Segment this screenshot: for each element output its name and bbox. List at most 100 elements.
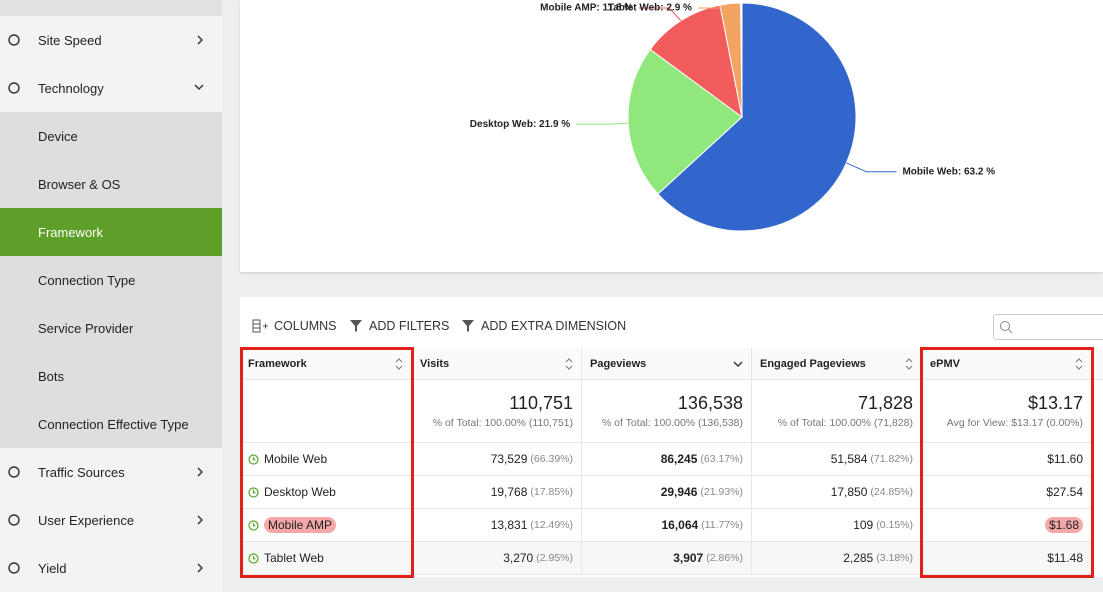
column-header[interactable]: ePMV [922,348,1092,380]
totals-cell: 71,828 % of Total: 100.00% (71,828) [752,380,922,443]
sidebar-item[interactable]: Browser & OS [0,160,222,208]
sidebar-item[interactable]: Connection Effective Type [0,400,222,448]
metric-pct: (2.95%) [536,552,573,564]
total-note: Avg for View: $13.17 (0.00%) [946,417,1083,429]
clock-icon [248,552,259,564]
header-label: Framework [248,357,307,370]
metric-cell: 51,584 (71.82%) [752,443,922,476]
metric-value: 2,285 [843,551,874,565]
total-value: 71,828 [857,393,913,413]
metric-value: 86,245 [660,452,698,466]
columns-button[interactable]: COLUMNS [252,319,337,333]
metric-cell: 13,831 (12.49%) [412,509,582,542]
sidebar-item[interactable]: Traffic Sources [0,448,222,496]
sidebar-item[interactable]: Bots [0,352,222,400]
header-label: Visits [420,357,450,370]
highlight-box [240,347,414,578]
sidebar-item[interactable]: Yield [0,544,222,592]
sidebar-label: Yield [38,560,67,576]
metric-pct: (66.39%) [530,453,573,465]
metric-value: 3,907 [673,551,704,565]
dimension-button[interactable]: ADD EXTRA DIMENSION [461,319,626,333]
filters-button[interactable]: ADD FILTERS [349,319,449,333]
clock-icon [248,486,259,498]
sidebar-label: Connection Type [38,272,136,288]
sidebar-label: Framework [38,224,104,240]
row-label: Mobile Web [264,452,328,466]
column-header[interactable]: Visits [412,348,582,380]
metric-pct: (12.49%) [530,519,573,531]
row-name: Mobile AMP [240,509,412,542]
header-label: Engaged Pageviews [760,357,866,370]
sidebar-label: Traffic Sources [38,464,125,480]
sidebar-label: Browser & OS [38,176,121,192]
sidebar-item[interactable]: Service Provider [0,304,222,352]
sidebar-label: Bots [38,368,65,384]
slice-label: Tablet Web: 2.9 % [608,3,692,14]
column-header[interactable]: Pageviews [582,348,752,380]
sort-icon [565,358,573,370]
total-value: 110,751 [509,393,573,413]
chevron [197,563,203,573]
metric-cell: 86,245 (63.17%) [582,443,752,476]
metric-value: 51,584 [830,452,868,466]
epmv-value: $27.54 [1046,485,1083,499]
columns-label: COLUMNS [274,319,337,333]
sidebar-item[interactable]: Framework [0,208,222,256]
sidebar-label: Technology [38,80,104,96]
leader-line [576,122,629,125]
totals-cell: 110,751 % of Total: 100.00% (110,751) [412,380,582,443]
metric-value: 109 [853,518,874,532]
column-header [1092,348,1103,380]
sidebar-item[interactable]: Device [0,112,222,160]
search-box[interactable] [993,314,1103,340]
sidebar-item[interactable]: Connection Type [0,256,222,304]
sidebar-item[interactable]: User Experience [0,496,222,544]
table-card [240,297,1103,577]
metric-value: 3,270 [503,551,534,565]
metric-value: 73,529 [490,452,528,466]
header-label: ePMV [930,357,960,370]
metric-cell: 17,850 (24.85%) [752,476,922,509]
row-label: Desktop Web [264,485,336,499]
slice-label: Mobile AMP: 11.8 % [540,3,633,14]
metric-cell: 2,285 (3.18%) [752,542,922,575]
slice-label: Desktop Web: 21.9 % [470,119,571,130]
total-note: % of Total: 100.00% (71,828) [777,417,913,429]
metric-cell: 73,529 (66.39%) [412,443,582,476]
sidebar-label: User Experience [38,512,135,528]
column-header[interactable]: Engaged Pageviews [752,348,922,380]
chevron [197,515,203,525]
metric-value: 13,831 [490,518,528,532]
highlight-box [920,347,1094,578]
row-name: Mobile Web [240,443,412,476]
chevron [194,84,204,90]
epmv-value: $11.60 [1047,452,1083,466]
sidebar-item[interactable]: Technology [0,64,222,112]
pie-slice [627,48,743,195]
slice-label: Mobile Web: 63.2 % [902,166,995,177]
column-header[interactable]: Framework [240,348,412,380]
clock-icon [248,519,259,531]
epmv-value: $1.68 [1044,517,1083,533]
leader-line [639,7,682,22]
metric-cell: 29,946 (21.93%) [582,476,752,509]
pie-slice [657,2,857,232]
metric-pct: (17.85%) [530,486,573,498]
totals-cell: 136,538 % of Total: 100.00% (136,538) [582,380,752,443]
sort-icon [395,358,403,370]
sidebar-label: Service Provider [38,320,134,336]
row-label: Mobile AMP [264,517,337,533]
row-label: Tablet Web [264,551,324,565]
pie-chart: Mobile Web: 63.2 % Desktop Web: 21.9 % Mob… [470,2,995,232]
metric-value: 17,850 [830,485,868,499]
clock-icon [248,453,259,465]
metric-value: 19,768 [490,485,528,499]
chevron [197,467,203,477]
metric-value: 16,064 [661,518,699,532]
dimension-label: ADD EXTRA DIMENSION [481,319,627,333]
sidebar: Site Speed Technology Device Browser & OS Fr… [0,0,222,592]
sidebar-item[interactable]: Site Speed [0,16,222,64]
metric-pct: (63.17%) [700,453,743,465]
